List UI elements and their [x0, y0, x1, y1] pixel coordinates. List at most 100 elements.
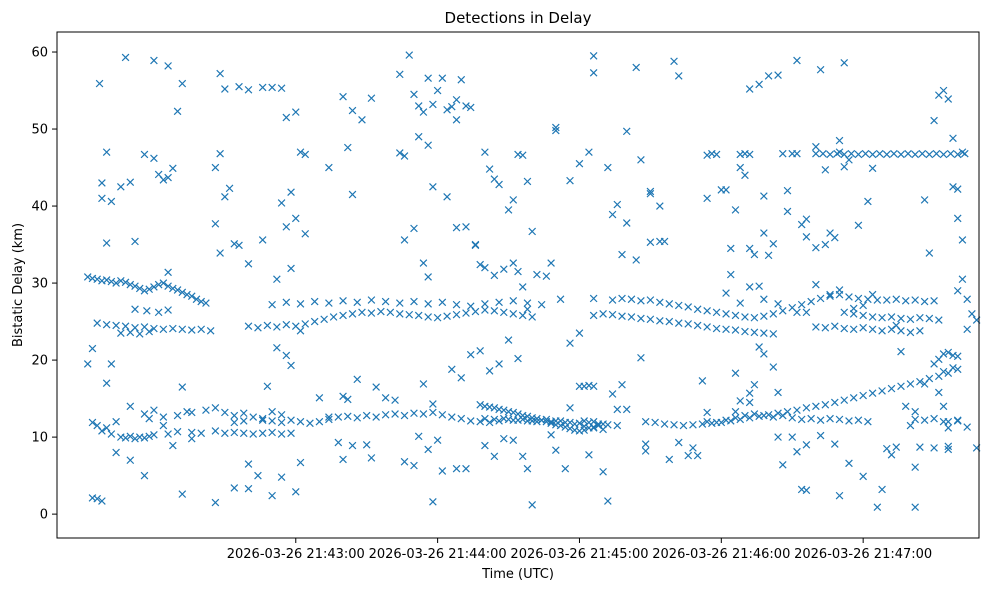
detection-point: [594, 420, 603, 428]
detection-point: [566, 404, 574, 412]
detection-point: [462, 309, 470, 317]
detection-point: [665, 317, 674, 326]
detection-point: [410, 224, 418, 233]
detection-point: [315, 394, 324, 402]
detection-point: [613, 421, 622, 430]
detection-point: [476, 417, 484, 426]
detection-point: [339, 311, 347, 320]
detection-point: [849, 304, 858, 313]
detection-point: [102, 148, 111, 156]
detection-point: [812, 402, 820, 411]
detection-point: [594, 421, 603, 430]
detection-point: [504, 206, 513, 214]
detection-point: [618, 294, 626, 303]
detection-point: [377, 307, 385, 316]
detection-point: [277, 84, 286, 93]
detection-point: [906, 328, 915, 337]
detection-point: [452, 223, 461, 232]
detection-point: [944, 417, 953, 426]
detection-point: [689, 444, 697, 452]
detection-point: [925, 249, 934, 257]
detection-point: [273, 343, 281, 352]
detection-point: [343, 395, 352, 404]
detection-point: [490, 404, 499, 412]
detection-point: [731, 414, 740, 422]
detection-point: [343, 143, 352, 152]
detection-point: [154, 308, 163, 317]
detection-point: [703, 151, 711, 160]
y-tick-label: 60: [31, 46, 48, 61]
detection-point: [769, 239, 778, 248]
detection-point: [793, 56, 801, 65]
detection-point: [745, 150, 754, 159]
detection-point: [849, 310, 858, 318]
detection-point: [859, 323, 867, 332]
detection-point: [731, 206, 740, 214]
detection-point: [778, 411, 787, 420]
detection-point: [509, 296, 518, 305]
detection-point: [140, 471, 149, 480]
detection-point: [485, 165, 494, 173]
detection-point: [916, 327, 924, 335]
detection-point: [277, 199, 286, 207]
detection-point: [192, 295, 201, 304]
detection-point: [849, 394, 858, 402]
detection-point: [164, 62, 172, 70]
detection-point: [395, 299, 404, 307]
detection-point: [150, 154, 158, 163]
detection-point: [944, 424, 953, 432]
detection-point: [892, 295, 901, 304]
detection-point: [793, 308, 801, 317]
detection-point: [391, 410, 399, 418]
detection-point: [499, 414, 508, 423]
x-tick-label: 2026-03-26 21:46:00: [652, 547, 790, 562]
detection-point: [750, 410, 759, 418]
detection-point: [481, 306, 489, 314]
detection-point: [958, 148, 967, 156]
detection-point: [159, 421, 168, 430]
detection-point: [760, 329, 768, 337]
detection-point: [646, 187, 655, 196]
detection-point: [774, 300, 782, 308]
detection-point: [646, 238, 655, 247]
detection-point: [854, 221, 863, 230]
detection-point: [930, 296, 938, 305]
detection-point: [447, 413, 456, 421]
detection-point: [386, 308, 395, 317]
detection-point: [722, 416, 730, 424]
detection-point: [230, 428, 239, 437]
detection-point: [221, 429, 229, 438]
detection-point: [637, 296, 645, 305]
detection-point: [755, 80, 763, 89]
detection-point: [797, 300, 806, 309]
detection-point: [287, 429, 295, 438]
detection-point: [755, 343, 763, 351]
detection-point: [528, 227, 537, 236]
detection-point: [670, 420, 678, 429]
detection-point: [618, 250, 626, 259]
detection-point: [840, 162, 849, 171]
detection-point: [953, 286, 962, 295]
detection-point: [169, 284, 177, 293]
detection-point: [476, 400, 484, 409]
detection-point: [920, 196, 929, 204]
detection-point: [840, 324, 849, 333]
detection-point: [518, 151, 527, 160]
detection-point: [892, 321, 901, 330]
detection-point: [835, 286, 844, 294]
detection-point: [471, 241, 480, 250]
detection-point: [859, 391, 867, 400]
detection-point: [405, 51, 414, 59]
detection-point: [816, 416, 825, 424]
detection-point: [282, 223, 291, 231]
detection-point: [925, 314, 934, 323]
detection-point: [589, 68, 598, 77]
detection-point: [646, 296, 655, 304]
detection-point: [429, 408, 437, 417]
detection-point: [268, 83, 276, 92]
detection-point: [462, 102, 470, 110]
detection-point: [892, 443, 901, 451]
detection-point: [197, 297, 206, 306]
detection-point: [381, 394, 390, 402]
detection-point: [760, 295, 768, 304]
